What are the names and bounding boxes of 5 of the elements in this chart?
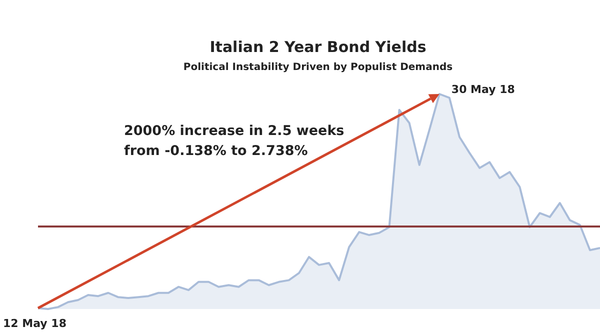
annotation: 2000% increase in 2.5 weeks from -0.138% to 2.738%: [124, 123, 344, 159]
text: 12 May 18: [3, 317, 66, 330]
chart-subtitle: Political Instability Driven by Populist Demands: [183, 62, 453, 73]
chart-title: Italian 2 Year Bond Yields: [210, 38, 426, 56]
annotation: 30 May 18: [451, 83, 515, 96]
